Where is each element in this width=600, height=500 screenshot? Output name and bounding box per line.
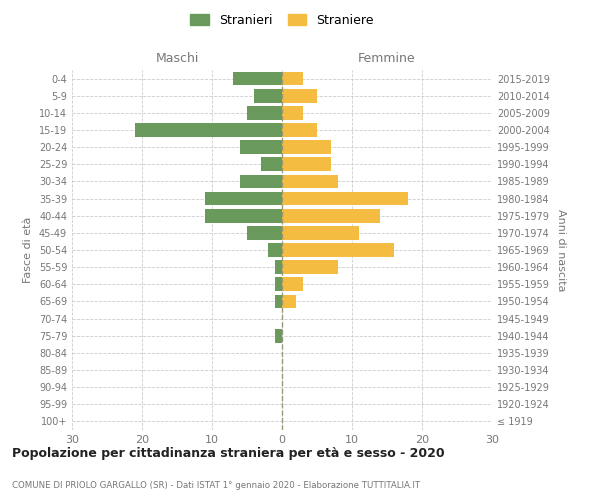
Bar [275,329,282,342]
Bar [282,243,394,257]
Bar [240,140,282,154]
Bar [275,294,282,308]
Bar [282,260,338,274]
Bar [254,89,282,102]
Bar [282,226,359,239]
Y-axis label: Anni di nascita: Anni di nascita [556,209,566,291]
Bar [205,209,282,222]
Bar [233,72,282,86]
Bar [247,106,282,120]
Bar [282,123,317,137]
Bar [282,192,408,205]
Bar [282,106,303,120]
Bar [282,140,331,154]
Bar [282,278,303,291]
Bar [282,72,303,86]
Bar [282,158,331,171]
Text: Femmine: Femmine [358,52,416,65]
Bar [240,174,282,188]
Bar [282,89,317,102]
Legend: Stranieri, Straniere: Stranieri, Straniere [188,11,376,29]
Text: COMUNE DI PRIOLO GARGALLO (SR) - Dati ISTAT 1° gennaio 2020 - Elaborazione TUTTI: COMUNE DI PRIOLO GARGALLO (SR) - Dati IS… [12,480,420,490]
Text: Maschi: Maschi [155,52,199,65]
Bar [205,192,282,205]
Text: Popolazione per cittadinanza straniera per età e sesso - 2020: Popolazione per cittadinanza straniera p… [12,448,445,460]
Bar [135,123,282,137]
Y-axis label: Fasce di età: Fasce di età [23,217,33,283]
Bar [282,294,296,308]
Bar [275,260,282,274]
Bar [268,243,282,257]
Bar [282,174,338,188]
Bar [275,278,282,291]
Bar [261,158,282,171]
Bar [282,209,380,222]
Bar [247,226,282,239]
